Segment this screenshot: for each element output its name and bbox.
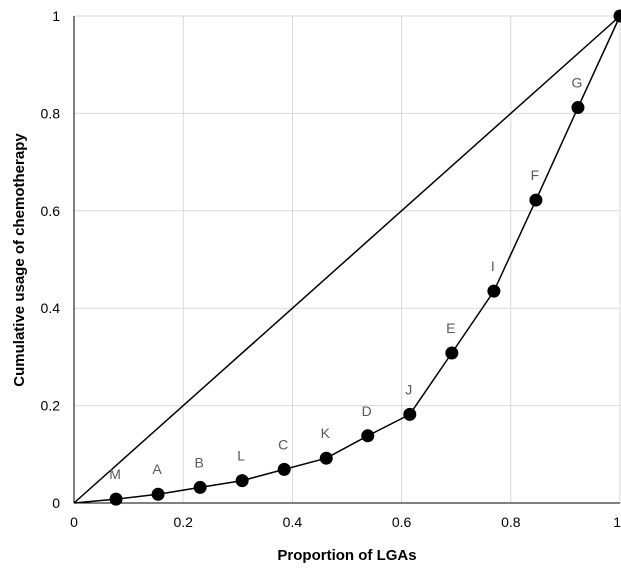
data-point [278, 463, 291, 476]
point-label: I [491, 258, 495, 274]
point-label-layer: M A B L C K D J E I F G [109, 75, 582, 483]
point-label: J [405, 381, 412, 397]
point-label: D [362, 403, 372, 419]
data-point [529, 194, 542, 207]
point-label: A [152, 461, 162, 477]
reference-line-layer [74, 16, 620, 503]
point-label: E [446, 320, 455, 336]
point-label: G [572, 75, 583, 91]
data-point [236, 474, 249, 487]
x-tick-label: 0.6 [392, 514, 412, 530]
x-tick-label: 0.8 [501, 514, 521, 530]
y-axis-title: Cumulative usage of chemotherapy [11, 133, 28, 387]
x-tick-label: 0.2 [173, 514, 193, 530]
x-tick-label: 1 [613, 514, 621, 530]
data-point [361, 429, 374, 442]
tick-label-layer: 0 0.2 0.4 0.6 0.8 1 0 0.2 0.4 0.6 0.8 1 [41, 8, 621, 530]
data-point [152, 488, 165, 501]
series-layer [74, 10, 621, 506]
point-label: B [194, 454, 203, 470]
point-label: L [237, 448, 245, 464]
y-tick-label: 0.6 [41, 203, 61, 219]
data-point [194, 481, 207, 494]
data-point [445, 347, 458, 360]
y-tick-label: 0.8 [41, 105, 61, 121]
y-tick-label: 0.2 [41, 398, 61, 414]
x-axis-title: Proportion of LGAs [277, 547, 416, 564]
point-label: M [109, 466, 121, 482]
x-tick-label: 0.4 [283, 514, 303, 530]
data-point [320, 452, 333, 465]
data-point [487, 285, 500, 298]
x-tick-label: 0 [70, 514, 78, 530]
point-label: F [531, 167, 540, 183]
data-point [403, 408, 416, 421]
point-label: C [278, 436, 288, 452]
equality-line [74, 16, 620, 503]
data-point [110, 493, 123, 506]
data-point [571, 101, 584, 114]
y-tick-label: 0.4 [41, 300, 61, 316]
point-label: K [321, 425, 331, 441]
y-tick-label: 1 [52, 8, 60, 24]
y-tick-label: 0 [52, 495, 60, 511]
